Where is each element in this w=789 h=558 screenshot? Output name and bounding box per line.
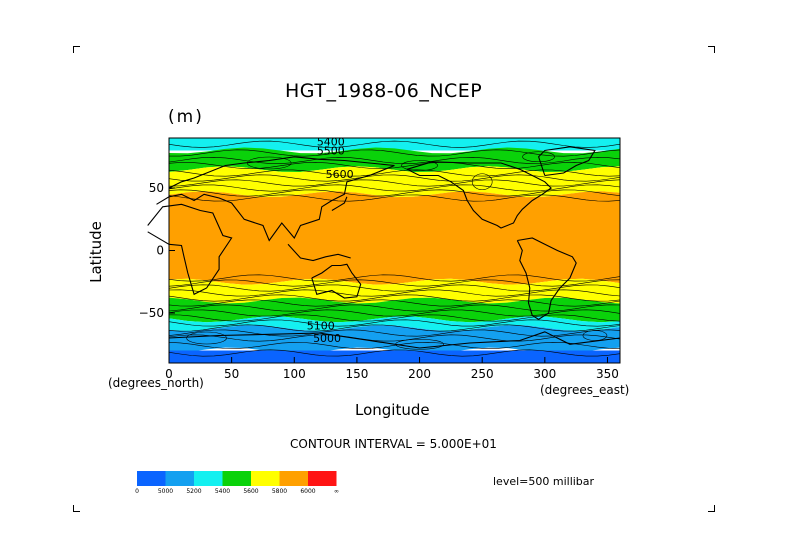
contour-line xyxy=(168,289,621,297)
x-tick-label: 200 xyxy=(408,367,431,381)
level-text: level=500 millibar xyxy=(493,475,595,488)
colorbar-label: 5400 xyxy=(215,488,230,495)
x-tick-label: 50 xyxy=(224,367,239,381)
x-tick-label: 0 xyxy=(165,367,173,381)
colorbar-swatch xyxy=(137,471,166,486)
y-tick-label: −50 xyxy=(139,306,164,320)
chart-title: HGT_1988-06_NCEP xyxy=(285,80,483,102)
contour-line xyxy=(168,324,621,332)
colorbar-swatch xyxy=(165,471,194,486)
contour-loop xyxy=(471,173,493,191)
contour-label: 5000 xyxy=(313,332,341,345)
colorbar-label: 5200 xyxy=(186,488,201,495)
corner-mark-bottom-left xyxy=(73,505,80,512)
x-tick-label: 150 xyxy=(345,367,368,381)
contour-loop xyxy=(522,151,555,163)
coastline xyxy=(406,161,552,229)
color-band xyxy=(169,191,620,285)
contour-line xyxy=(168,329,621,337)
color-band xyxy=(169,138,620,151)
contour-line xyxy=(168,169,621,177)
corner-mark-top-left xyxy=(73,46,80,53)
contour-line xyxy=(168,294,621,302)
coastline xyxy=(168,156,395,189)
colorbar-label: 0 xyxy=(135,488,139,495)
contour-loop xyxy=(582,330,608,341)
contour-line xyxy=(168,274,621,282)
contour-line xyxy=(168,284,621,292)
x-tick-label: 100 xyxy=(283,367,306,381)
contour-line xyxy=(168,279,621,287)
contour-line xyxy=(168,184,621,192)
colorbar-label: 5000 xyxy=(158,488,173,495)
x-tick-layer: 0 50 100 150 200 250 300 350 xyxy=(165,357,619,381)
corner-mark-top-right xyxy=(708,46,715,53)
y-tick-label: 50 xyxy=(149,181,164,195)
contour-loop xyxy=(401,160,438,171)
contour-line xyxy=(168,334,621,342)
colorbar-swatch xyxy=(308,471,337,486)
x-tick-label: 250 xyxy=(471,367,494,381)
coastline xyxy=(331,196,348,211)
contour-line xyxy=(168,179,621,187)
coastline xyxy=(156,164,395,242)
colorbar-label: 5800 xyxy=(272,488,287,495)
contour-label: 5100 xyxy=(307,319,335,332)
contour-line xyxy=(168,194,621,202)
contour-line xyxy=(168,349,621,357)
contour-interval-text: CONTOUR INTERVAL = 5.000E+01 xyxy=(290,437,497,451)
colorbar-label: 5600 xyxy=(243,488,258,495)
coastline xyxy=(287,243,351,262)
corner-mark-bottom-right xyxy=(708,505,715,512)
contour-label: 5400 xyxy=(317,136,345,149)
color-band xyxy=(169,350,620,363)
contour-label: 5600 xyxy=(326,168,354,181)
colorbar-swatch xyxy=(279,471,308,486)
contour-line xyxy=(168,189,621,197)
x-unit-note: (degrees_east) xyxy=(540,383,630,397)
contour-line xyxy=(168,161,621,170)
colorbar-swatch xyxy=(222,471,251,486)
y-unit-note: (degrees_north) xyxy=(108,376,204,390)
coastline xyxy=(311,263,362,299)
contour-line xyxy=(168,299,621,307)
contour-line xyxy=(169,149,621,157)
contour-loop xyxy=(186,331,227,345)
colorbar: 0 5000 5200 5400 5600 5800 6000 ∞ xyxy=(135,471,339,495)
coastline xyxy=(168,331,621,349)
coastline xyxy=(537,146,596,177)
contour-line xyxy=(168,341,621,350)
x-axis-label: Longitude xyxy=(355,401,430,419)
contour-line xyxy=(168,304,621,312)
colorbar-label: 6000 xyxy=(300,488,315,495)
colorbar-swatch xyxy=(194,471,223,486)
contour-label: 5500 xyxy=(317,144,345,157)
band-layer xyxy=(169,138,620,363)
y-tick-layer: 50 0 −50 xyxy=(139,181,175,320)
coastline xyxy=(147,203,233,296)
x-tick-label: 300 xyxy=(533,367,556,381)
contour-line xyxy=(168,140,621,148)
contour-layer xyxy=(168,140,621,357)
y-tick-label: 0 xyxy=(156,244,164,258)
colorbar-swatch xyxy=(251,471,280,486)
units-label: (m) xyxy=(168,107,204,127)
contour-line xyxy=(168,309,621,317)
contour-line xyxy=(168,174,621,182)
colorbar-label: ∞ xyxy=(334,488,339,495)
coastline-layer xyxy=(147,146,621,349)
contour-line xyxy=(168,156,621,165)
x-tick-label: 350 xyxy=(596,367,619,381)
coastline xyxy=(516,237,577,320)
contour-line xyxy=(168,319,621,327)
